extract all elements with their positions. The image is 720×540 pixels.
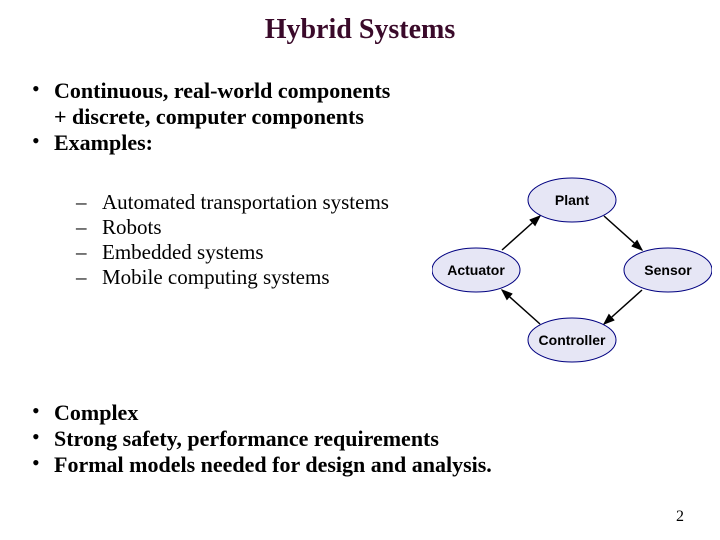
bullet-item: •Formal models needed for design and ana… (32, 452, 492, 478)
sub-bullet-item: –Embedded systems (76, 240, 389, 265)
bullet-dot-icon: • (32, 78, 54, 100)
sub-bullet-item: –Automated transportation systems (76, 190, 389, 215)
diagram-edge (604, 216, 642, 250)
slide: Hybrid Systems •Continuous, real-world c… (0, 0, 720, 540)
bullet-item: •Strong safety, performance requirements (32, 426, 492, 452)
bullet-dot-icon: • (32, 452, 54, 474)
sub-bullet-text: Mobile computing systems (102, 265, 330, 290)
sub-bullet-item: –Mobile computing systems (76, 265, 389, 290)
page-number: 2 (676, 508, 684, 526)
bullet-text: Continuous, real-world components+ discr… (54, 78, 390, 130)
diagram-node-label: Plant (555, 192, 590, 208)
sub-bullet-item: –Robots (76, 215, 389, 240)
dash-icon: – (76, 265, 102, 290)
diagram-node-plant: Plant (528, 178, 616, 222)
sub-bullets: –Automated transportation systems–Robots… (76, 190, 389, 290)
bullet-text: Strong safety, performance requirements (54, 426, 439, 452)
bullet-text: Formal models needed for design and anal… (54, 452, 492, 478)
dash-icon: – (76, 190, 102, 215)
bullets-top: •Continuous, real-world components+ disc… (32, 78, 390, 156)
diagram-node-label: Actuator (447, 262, 505, 278)
diagram-edge (502, 290, 540, 324)
bullets-bottom: •Complex•Strong safety, performance requ… (32, 400, 492, 478)
bullet-text: Examples: (54, 130, 153, 156)
diagram-edge (604, 290, 642, 324)
sub-bullet-text: Embedded systems (102, 240, 264, 265)
diagram-node-controller: Controller (528, 318, 616, 362)
bullet-dot-icon: • (32, 130, 54, 152)
bullet-item: •Complex (32, 400, 492, 426)
dash-icon: – (76, 215, 102, 240)
diagram-node-sensor: Sensor (624, 248, 712, 292)
dash-icon: – (76, 240, 102, 265)
diagram-node-label: Controller (539, 332, 606, 348)
sub-bullet-text: Automated transportation systems (102, 190, 389, 215)
control-loop-diagram: Plant Actuator Sensor Controller (432, 170, 712, 380)
bullet-item: •Examples: (32, 130, 390, 156)
slide-title: Hybrid Systems (0, 14, 720, 46)
diagram-node-actuator: Actuator (432, 248, 520, 292)
diagram-edge (502, 216, 540, 250)
bullet-dot-icon: • (32, 400, 54, 422)
diagram-node-label: Sensor (644, 262, 692, 278)
bullet-item: •Continuous, real-world components+ disc… (32, 78, 390, 130)
sub-bullet-text: Robots (102, 215, 162, 240)
bullet-dot-icon: • (32, 426, 54, 448)
bullet-text: Complex (54, 400, 138, 426)
